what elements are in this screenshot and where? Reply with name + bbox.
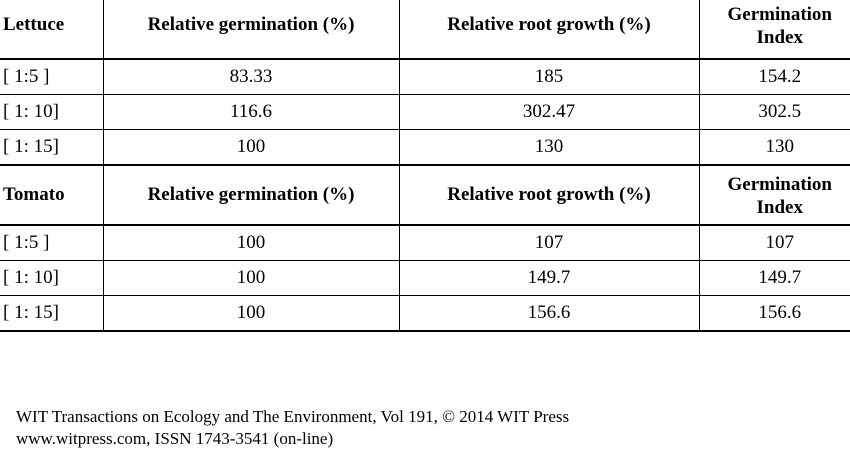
- footer-journal-line: WIT Transactions on Ecology and The Envi…: [16, 407, 570, 426]
- relative-germination-cell: 83.33: [102, 59, 399, 95]
- ratio-cell: [ 1:5 ]: [0, 225, 103, 261]
- column-header-germination-index: Germination Index: [698, 0, 850, 60]
- crop-label-tomato: Tomato: [0, 165, 103, 226]
- relative-root-growth-cell: 130: [398, 129, 699, 166]
- column-header-relative-germination: Relative germination (%): [102, 165, 399, 226]
- germination-index-cell: 130: [698, 129, 850, 166]
- relative-germination-cell: 100: [102, 295, 399, 332]
- tomato-header-row: Tomato Relative germination (%) Relative…: [0, 165, 850, 226]
- relative-root-growth-cell: 149.7: [398, 260, 699, 296]
- footer-website-line: www.witpress.com, ISSN 1743-3541 (on-lin…: [16, 429, 334, 448]
- relative-root-growth-cell: 302.47: [398, 94, 699, 130]
- relative-germination-cell: 100: [102, 129, 399, 166]
- ratio-cell: [ 1: 10]: [0, 260, 103, 296]
- ratio-cell: [ 1: 15]: [0, 295, 103, 332]
- column-header-relative-germination: Relative germination (%): [102, 0, 399, 60]
- lettuce-header-row: Lettuce Relative germination (%) Relativ…: [0, 0, 850, 60]
- germination-index-cell: 156.6: [698, 295, 850, 332]
- relative-germination-cell: 100: [102, 225, 399, 261]
- ratio-cell: [ 1: 10]: [0, 94, 103, 130]
- table-row: [ 1: 10] 116.6 302.47 302.5: [0, 94, 850, 130]
- relative-root-growth-cell: 107: [398, 225, 699, 261]
- crop-label-lettuce: Lettuce: [0, 0, 103, 60]
- ratio-cell: [ 1: 15]: [0, 129, 103, 166]
- relative-germination-cell: 100: [102, 260, 399, 296]
- germination-index-cell: 154.2: [698, 59, 850, 95]
- germination-table: Lettuce Relative germination (%) Relativ…: [0, 0, 850, 332]
- germination-index-cell: 149.7: [698, 260, 850, 296]
- copyright-footer: WIT Transactions on Ecology and The Envi…: [16, 406, 569, 450]
- relative-root-growth-cell: 185: [398, 59, 699, 95]
- column-header-germination-index: Germination Index: [698, 165, 850, 226]
- table-row: [ 1:5 ] 83.33 185 154.2: [0, 59, 850, 95]
- table-row: [ 1:5 ] 100 107 107: [0, 225, 850, 261]
- relative-root-growth-cell: 156.6: [398, 295, 699, 332]
- column-header-relative-root-growth: Relative root growth (%): [398, 165, 699, 226]
- table-row: [ 1: 15] 100 156.6 156.6: [0, 295, 850, 332]
- column-header-relative-root-growth: Relative root growth (%): [398, 0, 699, 60]
- germination-index-cell: 302.5: [698, 94, 850, 130]
- germination-index-cell: 107: [698, 225, 850, 261]
- ratio-cell: [ 1:5 ]: [0, 59, 103, 95]
- table-row: [ 1: 15] 100 130 130: [0, 129, 850, 166]
- table-row: [ 1: 10] 100 149.7 149.7: [0, 260, 850, 296]
- relative-germination-cell: 116.6: [102, 94, 399, 130]
